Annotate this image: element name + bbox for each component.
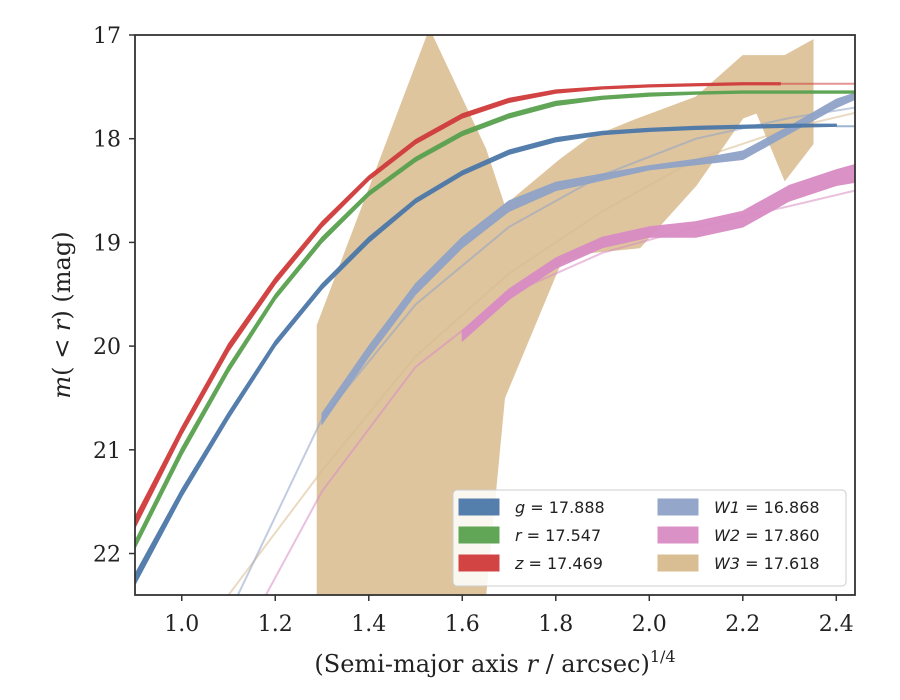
legend-frame xyxy=(452,489,847,587)
y-tick-label: 18 xyxy=(93,128,121,153)
x-tick-label: 2.4 xyxy=(819,612,854,637)
x-tick-label: 1.8 xyxy=(538,612,573,637)
legend-label-w1: W1 = 16.868 xyxy=(714,498,820,517)
y-tick-label: 19 xyxy=(93,231,121,256)
y-tick-label: 20 xyxy=(93,335,121,360)
y-tick-label: 21 xyxy=(93,439,121,464)
x-tick-label: 1.2 xyxy=(258,612,293,637)
ticks-layer: 1.0 1.2 1.4 1.6 1.8 2.0 2.2 2.4 17 18 19 20 21 22 xyxy=(93,24,854,637)
series-w3-band xyxy=(316,35,814,595)
legend-swatch-w2 xyxy=(657,526,699,544)
legend-swatch-r xyxy=(458,526,500,544)
legend-swatch-g xyxy=(458,498,500,516)
legend-label-z: z = 17.469 xyxy=(514,554,603,573)
x-axis-label: (Semi-major axis r / arcsec)1/4 xyxy=(314,647,675,678)
x-tick-label: 2.2 xyxy=(725,612,760,637)
y-axis-label: m( < r) (mag) xyxy=(48,231,76,398)
legend-label-r: r = 17.547 xyxy=(515,526,601,545)
legend-label-w2: W2 = 17.860 xyxy=(714,526,820,545)
series-layer xyxy=(135,35,855,595)
x-tick-label: 1.6 xyxy=(445,612,480,637)
y-tick-label: 22 xyxy=(93,543,121,568)
plot-frame xyxy=(134,34,856,596)
x-tick-label: 1.0 xyxy=(164,612,199,637)
series-r-band xyxy=(135,90,855,549)
series-w2-band xyxy=(461,163,855,343)
series-z-band xyxy=(135,82,781,528)
legend-label-g: g = 17.888 xyxy=(515,498,605,517)
y-tick-label: 17 xyxy=(93,24,121,49)
legend-swatch-z xyxy=(458,554,500,572)
legend-label-w3: W3 = 17.618 xyxy=(714,554,820,573)
legend: g = 17.888 r = 17.547 z = 17.469 W1 = 16.86… xyxy=(452,489,847,587)
x-tick-label: 2.0 xyxy=(632,612,667,637)
series-g-band xyxy=(135,123,837,585)
legend-swatch-w3 xyxy=(657,554,699,572)
x-tick-label: 1.4 xyxy=(351,612,386,637)
legend-swatch-w1 xyxy=(657,498,699,516)
